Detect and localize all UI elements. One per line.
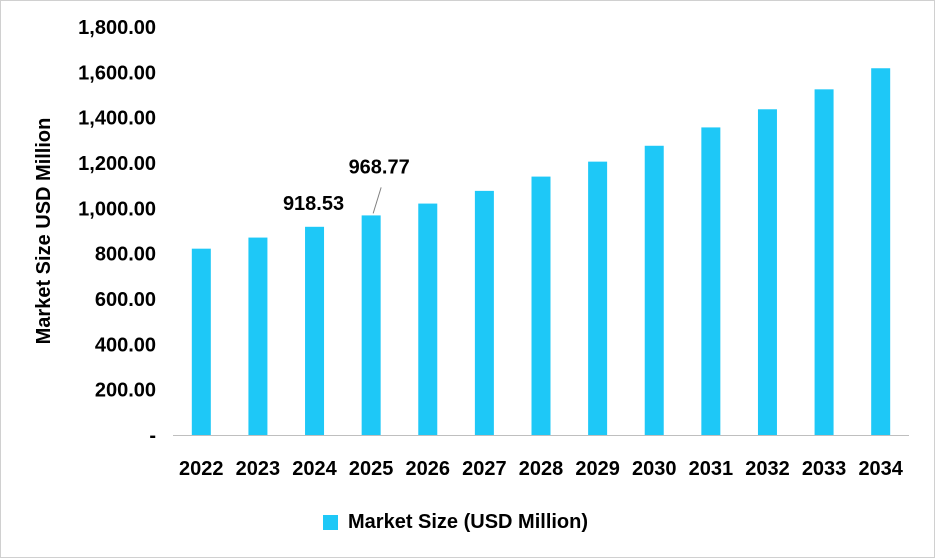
legend-swatch: [323, 515, 338, 530]
bar: [248, 237, 268, 435]
x-tick-label: 2031: [689, 458, 734, 480]
y-tick-label: 1,000.00: [78, 198, 156, 220]
x-tick-label: 2025: [349, 458, 394, 480]
x-tick-label: 2032: [745, 458, 790, 480]
bar: [418, 203, 438, 435]
bar: [531, 176, 551, 435]
data-label: 918.53: [283, 193, 344, 215]
bar: [361, 215, 381, 435]
x-tick-label: 2029: [575, 458, 620, 480]
y-tick-label: 1,600.00: [78, 62, 156, 84]
bar: [588, 161, 608, 435]
x-tick-label: 2033: [802, 458, 847, 480]
data-label-leader: [372, 187, 382, 214]
bar: [305, 226, 325, 435]
x-tick-label: 2034: [858, 458, 903, 480]
y-tick-label: 800.00: [95, 244, 156, 266]
x-tick-label: 2022: [179, 458, 224, 480]
bar: [871, 68, 891, 436]
x-tick-label: 2027: [462, 458, 507, 480]
bar: [191, 248, 211, 435]
legend-label: Market Size (USD Million): [348, 511, 589, 533]
bar: [644, 145, 664, 436]
y-tick-label: -: [149, 425, 156, 447]
x-tick-label: 2024: [292, 458, 337, 480]
bar: [814, 89, 834, 435]
data-label: 968.77: [349, 156, 410, 178]
y-tick-label: 600.00: [95, 289, 156, 311]
bar: [474, 190, 494, 435]
legend: Market Size (USD Million): [323, 511, 588, 534]
y-tick-label: 400.00: [95, 334, 156, 356]
x-tick-label: 2030: [632, 458, 677, 480]
y-tick-label: 1,400.00: [78, 108, 156, 130]
x-tick-label: 2026: [406, 458, 451, 480]
x-tick-label: 2023: [236, 458, 281, 480]
y-tick-label: 1,200.00: [78, 153, 156, 175]
y-axis-title: Market Size USD Million: [33, 118, 55, 345]
y-tick-label: 200.00: [95, 380, 156, 402]
bar: [757, 109, 777, 435]
y-tick-label: 1,800.00: [78, 17, 156, 39]
bar: [701, 127, 721, 435]
x-tick-label: 2028: [519, 458, 564, 480]
